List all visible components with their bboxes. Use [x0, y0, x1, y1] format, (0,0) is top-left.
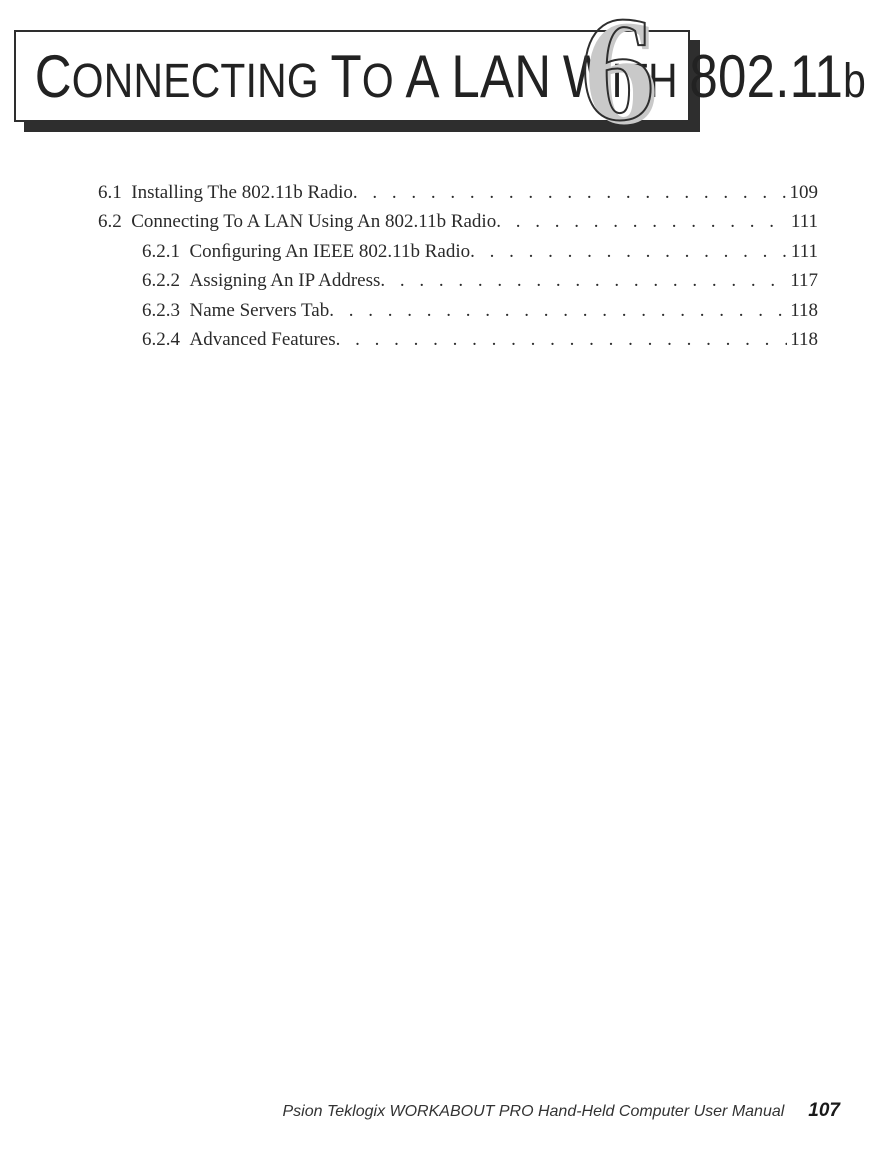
toc-row: 6.2.2 Assigning An IP Address 117	[98, 266, 818, 295]
toc-row: 6.2.1 Conﬁguring An IEEE 802.11b Radio 11…	[98, 237, 818, 266]
toc-page-number: 111	[788, 207, 818, 236]
toc-row: 6.2.3 Name Servers Tab 118	[98, 296, 818, 325]
toc-section-number: 6.2.2	[142, 266, 190, 295]
toc-page-number: 118	[787, 296, 818, 325]
toc-page-number: 111	[788, 237, 818, 266]
toc-leader-dots	[496, 207, 788, 236]
footer-manual-title: Psion Teklogix WORKABOUT PRO Hand-Held C…	[282, 1103, 784, 1121]
toc-leader-dots	[329, 296, 787, 325]
table-of-contents: 6.1 Installing The 802.11b Radio1096.2 C…	[98, 178, 818, 355]
toc-section-label: Conﬁguring An IEEE 802.11b Radio	[190, 237, 471, 266]
toc-page-number: 109	[787, 178, 819, 207]
toc-leader-dots	[353, 178, 787, 207]
toc-row: 6.2.4 Advanced Features 118	[98, 325, 818, 354]
toc-section-number: 6.2	[98, 207, 131, 236]
toc-section-number: 6.1	[98, 178, 131, 207]
toc-section-label: Name Servers Tab	[190, 296, 330, 325]
toc-section-label: Installing The 802.11b Radio	[131, 178, 353, 207]
toc-section-number: 6.2.4	[142, 325, 190, 354]
toc-row: 6.2 Connecting To A LAN Using An 802.11b…	[98, 207, 818, 236]
toc-row: 6.1 Installing The 802.11b Radio 109	[98, 178, 818, 207]
toc-leader-dots	[336, 325, 788, 354]
chapter-title: CONNECTING TO A LAN WITH 802.11b	[16, 42, 866, 111]
toc-leader-dots	[470, 237, 788, 266]
footer-page-number: 107	[808, 1100, 840, 1122]
toc-leader-dots	[380, 266, 787, 295]
page-footer: Psion Teklogix WORKABOUT PRO Hand-Held C…	[282, 1100, 840, 1122]
toc-page-number: 118	[787, 325, 818, 354]
toc-section-number: 6.2.1	[142, 237, 190, 266]
toc-page-number: 117	[787, 266, 818, 295]
chapter-title-box: CONNECTING TO A LAN WITH 802.11b 6 6	[14, 30, 690, 122]
toc-section-label: Advanced Features	[190, 325, 336, 354]
toc-section-number: 6.2.3	[142, 296, 190, 325]
toc-section-label: Assigning An IP Address	[190, 266, 381, 295]
toc-section-label: Connecting To A LAN Using An 802.11b Rad…	[131, 207, 496, 236]
